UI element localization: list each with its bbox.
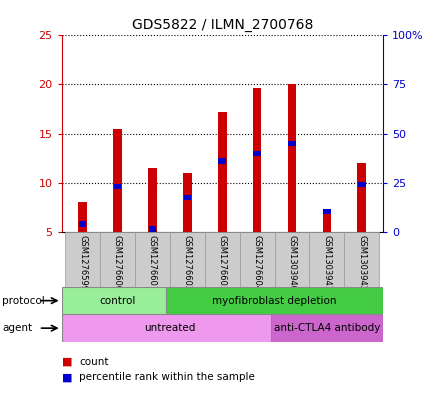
Bar <box>62 287 173 314</box>
Text: percentile rank within the sample: percentile rank within the sample <box>79 372 255 382</box>
Bar <box>149 226 156 231</box>
Title: GDS5822 / ILMN_2700768: GDS5822 / ILMN_2700768 <box>132 18 313 31</box>
Bar <box>79 221 86 227</box>
Bar <box>253 88 261 232</box>
Bar <box>288 84 297 232</box>
Text: GSM1303941: GSM1303941 <box>323 235 331 290</box>
Bar <box>253 151 261 156</box>
Bar <box>135 232 170 287</box>
Text: anti-CTLA4 antibody: anti-CTLA4 antibody <box>274 323 380 333</box>
Bar <box>288 141 296 146</box>
Text: GSM1276599: GSM1276599 <box>78 235 87 290</box>
Bar <box>62 314 278 342</box>
Bar <box>205 232 240 287</box>
Bar <box>100 232 135 287</box>
Bar <box>240 232 275 287</box>
Bar <box>65 232 100 287</box>
Text: GSM1276600: GSM1276600 <box>113 235 122 291</box>
Text: protocol: protocol <box>2 296 45 306</box>
Bar <box>78 202 87 232</box>
Text: myofibroblast depletion: myofibroblast depletion <box>213 296 337 306</box>
Bar <box>323 212 331 232</box>
Bar <box>166 287 383 314</box>
Text: control: control <box>99 296 136 306</box>
Bar <box>183 195 191 200</box>
Bar <box>309 232 345 287</box>
Bar <box>271 314 383 342</box>
Bar <box>345 232 379 287</box>
Bar <box>148 168 157 232</box>
Text: GSM1276603: GSM1276603 <box>218 235 227 291</box>
Text: GSM1276602: GSM1276602 <box>183 235 192 291</box>
Text: ■: ■ <box>62 356 72 367</box>
Text: agent: agent <box>2 323 32 333</box>
Bar <box>113 129 122 232</box>
Text: count: count <box>79 356 109 367</box>
Text: GSM1303940: GSM1303940 <box>287 235 297 290</box>
Text: GSM1276601: GSM1276601 <box>148 235 157 291</box>
Text: GSM1303942: GSM1303942 <box>357 235 367 290</box>
Bar <box>183 173 192 232</box>
Bar <box>323 209 330 214</box>
Bar <box>219 158 226 164</box>
Bar <box>357 163 366 232</box>
Bar <box>114 184 121 189</box>
Text: GSM1276604: GSM1276604 <box>253 235 262 291</box>
Bar <box>358 182 366 187</box>
Bar <box>170 232 205 287</box>
Text: ■: ■ <box>62 372 72 382</box>
Text: untreated: untreated <box>144 323 195 333</box>
Bar <box>275 232 309 287</box>
Bar <box>218 112 227 232</box>
